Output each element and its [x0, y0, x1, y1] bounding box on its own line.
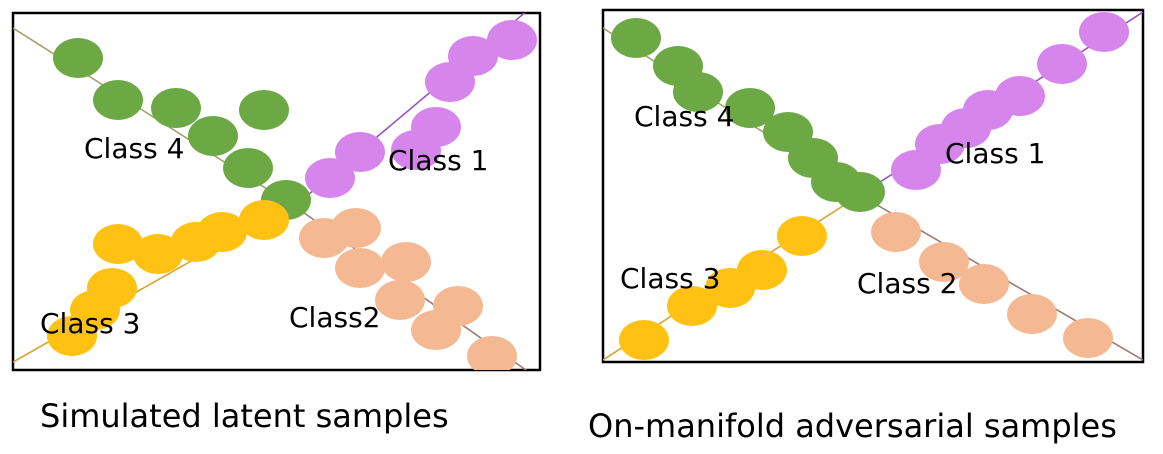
class1-sample-point [425, 62, 475, 102]
class1-samples [305, 20, 537, 198]
class2-label: Class2 [289, 301, 380, 334]
panel-simulated-latent: Class 4 Class 1 Class 3 Class2 [11, 11, 542, 372]
class2-sample-point [1063, 318, 1113, 358]
class2-sample-point [467, 336, 517, 370]
class2-sample-point [959, 264, 1009, 304]
class4-sample-point [611, 18, 661, 58]
class2-sample-point [335, 248, 385, 288]
class1-sample-point [1079, 12, 1129, 52]
class2-sample-point [1007, 294, 1057, 334]
class4-sample-point [673, 72, 723, 112]
class2-samples [299, 208, 517, 370]
class4-sample-point [239, 90, 289, 130]
class1-label: Class 1 [945, 137, 1045, 170]
class3-sample-point [619, 320, 669, 360]
class3-sample-point [47, 316, 97, 356]
class3-sample-point [705, 268, 755, 308]
class2-label: Class 2 [857, 267, 957, 300]
class1-sample-point [1037, 44, 1087, 84]
class3-sample-point [239, 200, 289, 240]
class4-label: Class 4 [84, 132, 184, 165]
class2-sample-point [871, 212, 921, 252]
class3-samples [619, 216, 827, 360]
class4-sample-point [151, 88, 201, 128]
class1-sample-point [891, 150, 941, 190]
class3-samples [47, 200, 289, 356]
class4-samples [611, 18, 885, 212]
class1-sample-point [487, 20, 537, 60]
class3-label: Class 3 [40, 307, 140, 340]
class3-label: Class 3 [620, 262, 720, 295]
class4-sample-point [188, 116, 238, 156]
class4-sample-point [725, 88, 775, 128]
caption-on-manifold-adversarial: On-manifold adversarial samples [588, 407, 1117, 445]
class3-sample-point [777, 216, 827, 256]
class1-label: Class 1 [388, 144, 488, 177]
class2-sample-point [331, 208, 381, 248]
class3-sample-point [93, 224, 143, 264]
class1-sample-point [335, 132, 385, 172]
class2-sample-point [375, 280, 425, 320]
class1-sample-point [391, 130, 441, 170]
class1-samples [891, 12, 1129, 190]
class2-sample-point [411, 310, 461, 350]
class4-sample-point [93, 80, 143, 120]
caption-simulated-latent: Simulated latent samples [40, 397, 449, 435]
class4-sample-point [53, 38, 103, 78]
class4-samples [53, 38, 311, 220]
class1-sample-point [305, 158, 355, 198]
class3-sample-point [197, 212, 247, 252]
class4-sample-point [223, 148, 273, 188]
class2-sample-point [919, 242, 969, 282]
class3-sample-point [667, 286, 717, 326]
class4-sample-point [835, 172, 885, 212]
class3-sample-point [133, 234, 183, 274]
class2-samples [871, 212, 1113, 358]
class2-sample-point [381, 242, 431, 282]
panel-on-manifold-adversarial: Class 4 Class 1 Class 3 Class 2 [601, 8, 1145, 364]
class4-label: Class 4 [634, 100, 734, 133]
